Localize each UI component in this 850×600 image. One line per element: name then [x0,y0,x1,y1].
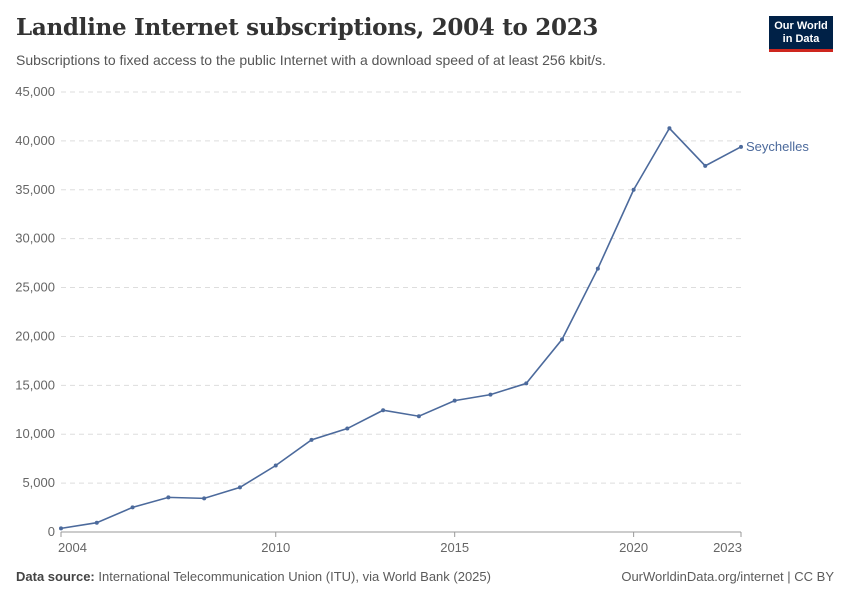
data-point [345,426,350,431]
data-point [166,495,171,500]
y-tick-label: 0 [48,524,55,539]
y-tick-label: 20,000 [15,328,55,343]
y-tick-label: 15,000 [15,377,55,392]
data-point [273,463,278,468]
chart-title: Landline Internet subscriptions, 2004 to… [16,14,599,41]
y-tick-label: 35,000 [15,182,55,197]
data-point [381,408,386,413]
y-tick-label: 30,000 [15,231,55,246]
data-point [237,485,242,490]
series-line [60,126,742,530]
data-point [94,520,99,525]
data-point [488,392,493,397]
data-point [202,496,207,501]
owid-logo[interactable]: Our World in Data [769,16,833,52]
data-point [130,505,135,510]
y-tick-label: 10,000 [15,426,55,441]
y-tick-label: 40,000 [15,133,55,148]
x-tick-label: 2015 [440,540,469,555]
data-point [416,414,421,419]
data-point [560,337,565,342]
footer-link[interactable]: OurWorldinData.org/internet | CC BY [621,569,834,584]
data-point [667,126,672,131]
chart-subtitle: Subscriptions to fixed access to the pub… [16,52,606,68]
data-point [739,144,743,149]
data-point [59,526,63,531]
y-tick-label: 45,000 [15,84,55,99]
data-point [703,163,708,168]
series-label: Seychelles [746,139,809,154]
data-point [309,437,314,442]
x-tick-label: 2010 [261,540,290,555]
data-source: Data source: International Telecommunica… [16,569,491,584]
x-tick-label: 2020 [619,540,648,555]
y-tick-label: 25,000 [15,280,55,295]
y-tick-label: 5,000 [22,475,55,490]
data-point [452,398,457,403]
x-tick-label: 2023 [713,540,742,555]
data-point [524,381,529,386]
data-point [595,266,600,271]
x-tick-label: 2004 [58,540,87,555]
data-point [631,187,636,192]
